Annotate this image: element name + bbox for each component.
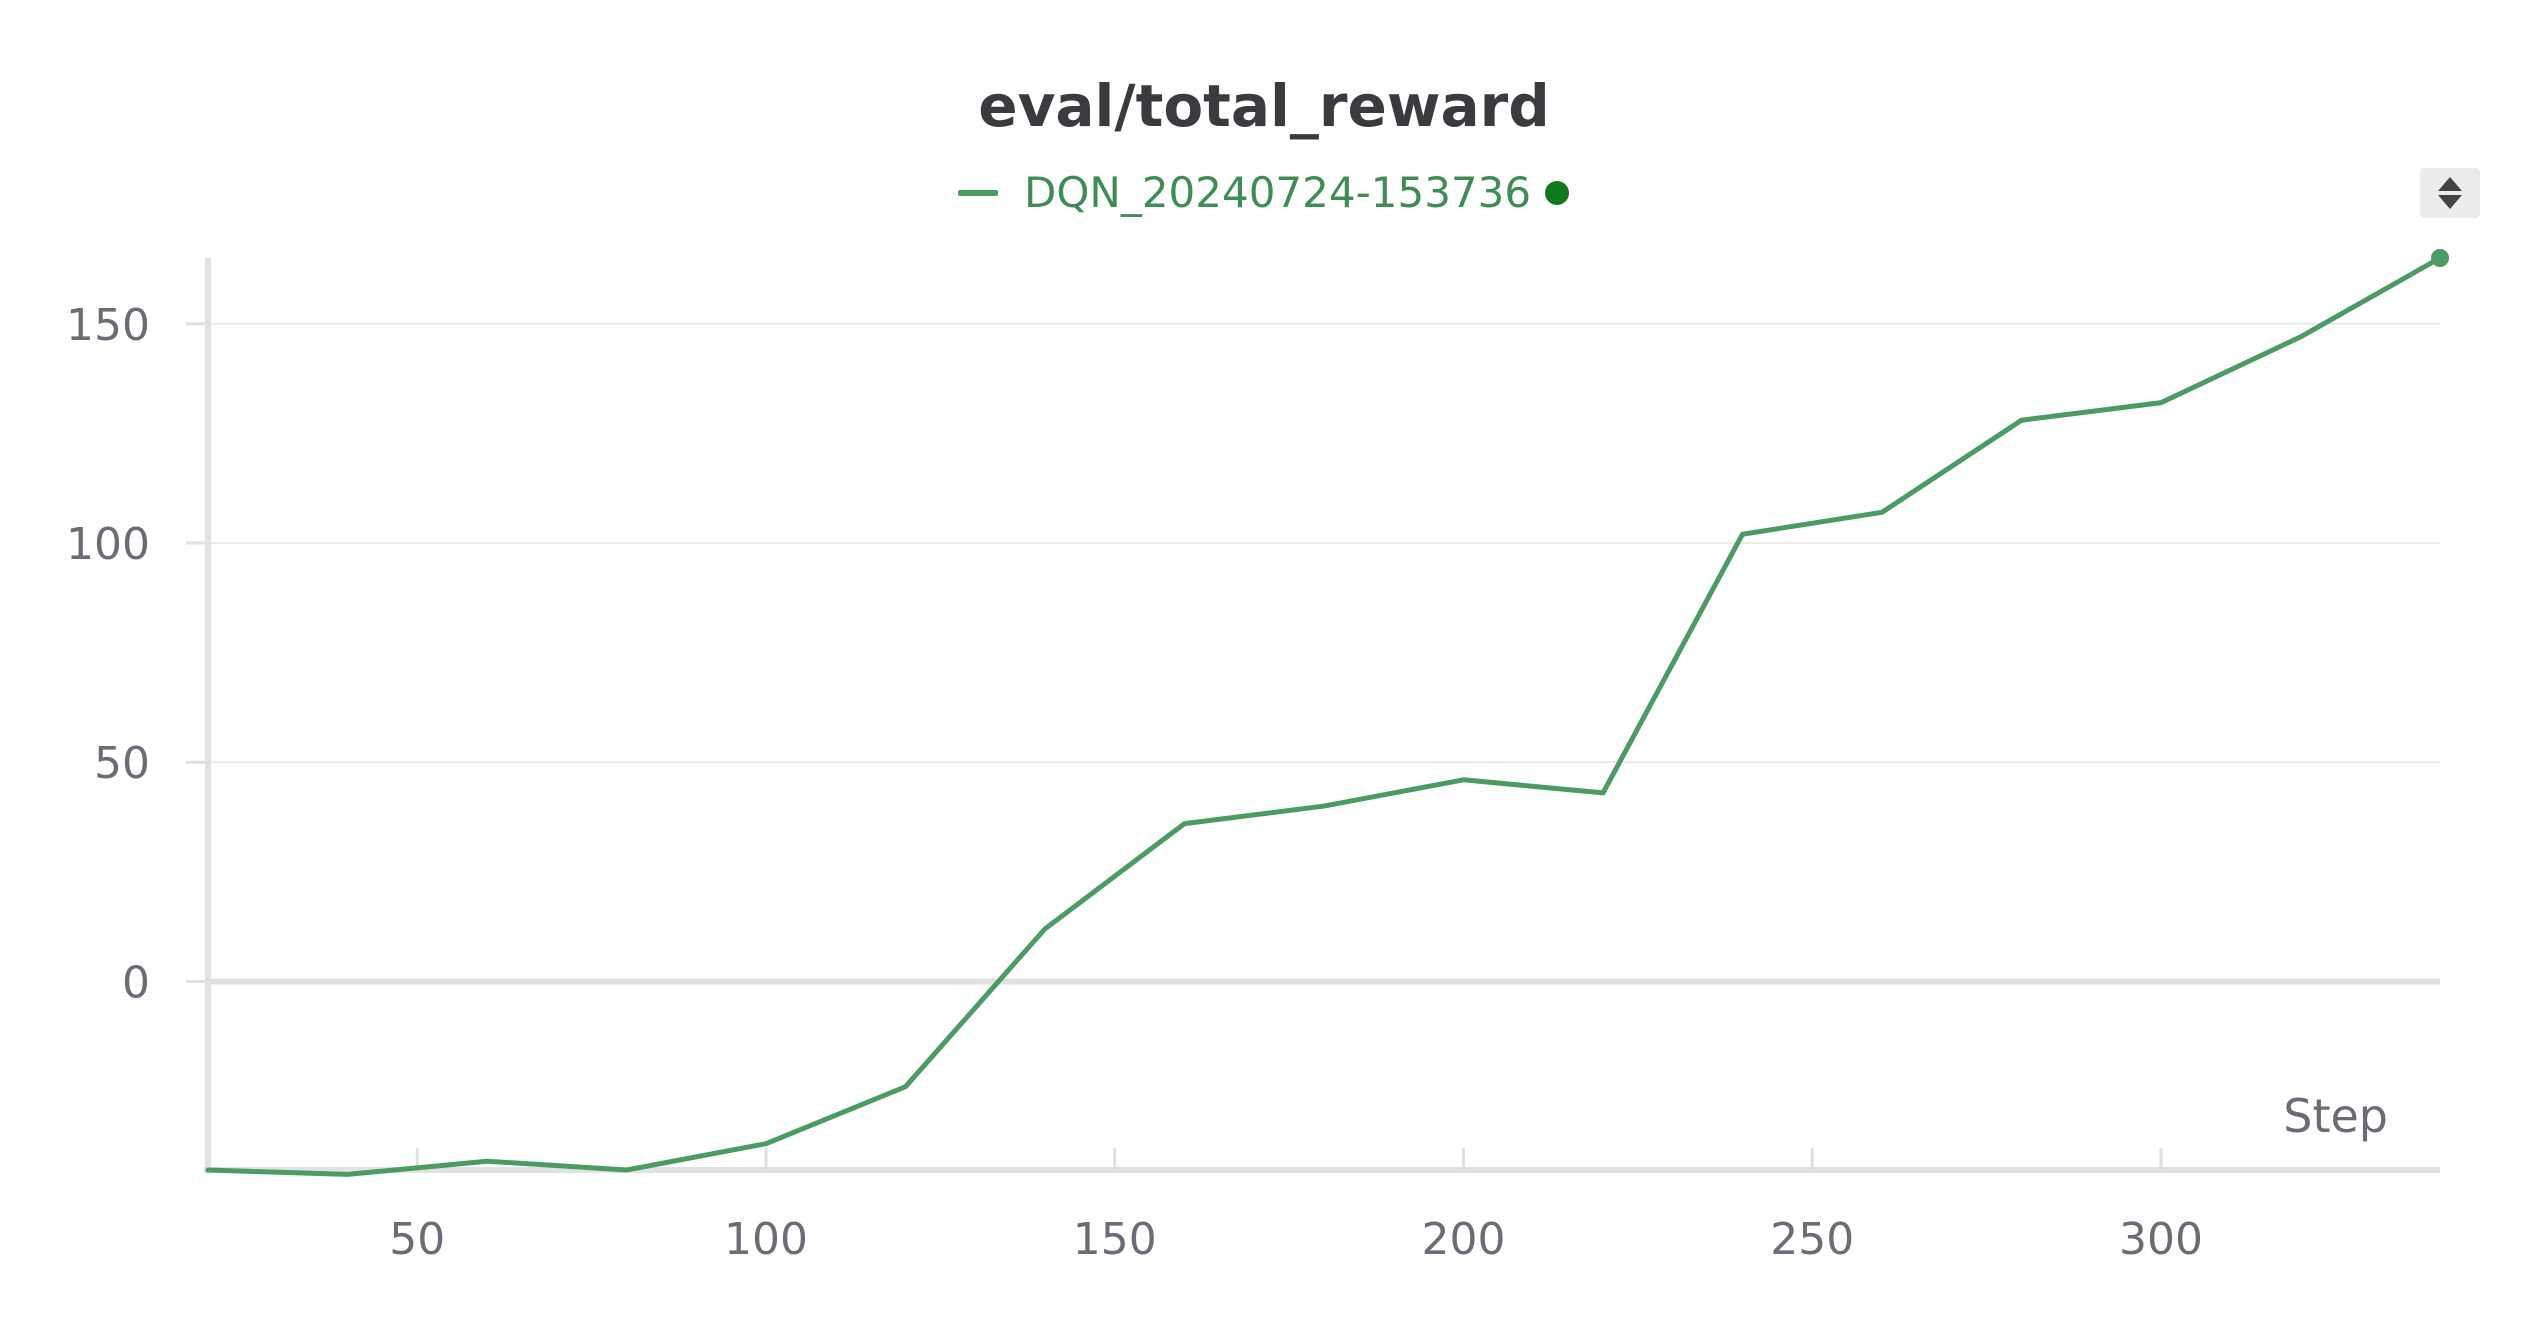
- legend-series-label: DQN_20240724-153736: [1024, 168, 1532, 217]
- y-tick-label: 50: [94, 738, 150, 789]
- x-axis-label: Step: [2283, 1089, 2388, 1143]
- x-tick-label: 150: [1073, 1214, 1157, 1265]
- y-tick-label: 0: [122, 957, 150, 1008]
- sort-toggle-button[interactable]: [2420, 168, 2480, 218]
- x-tick-label: 100: [724, 1214, 808, 1265]
- x-tick-label: 200: [1422, 1214, 1506, 1265]
- x-tick-label: 50: [389, 1214, 445, 1265]
- sort-down-icon: [2438, 195, 2462, 209]
- series-line: [205, 255, 2443, 1177]
- y-tick-label: 150: [66, 300, 150, 351]
- last-point-marker: [2431, 249, 2449, 267]
- x-tick-label: 250: [1770, 1214, 1854, 1265]
- legend-status-dot: [1545, 180, 1570, 205]
- sort-up-icon: [2438, 177, 2462, 191]
- chart-title: eval/total_reward: [978, 72, 1550, 140]
- legend-swatch: [958, 189, 998, 196]
- x-tick-label: 300: [2119, 1214, 2203, 1265]
- y-tick-label: 100: [66, 519, 150, 570]
- legend: DQN_20240724-153736: [958, 168, 1570, 217]
